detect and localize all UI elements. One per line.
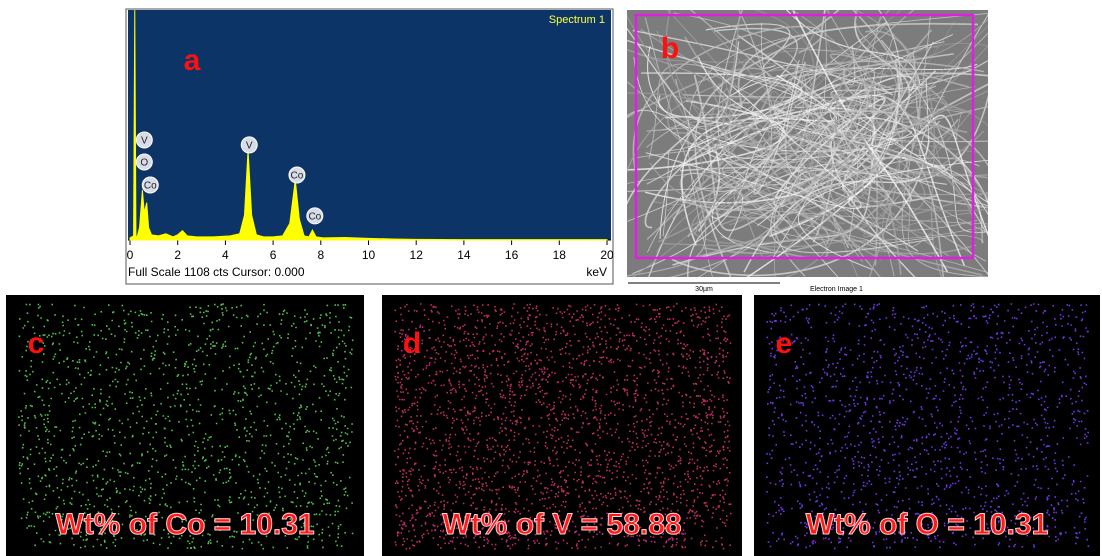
peak-label: Co <box>308 212 321 223</box>
x-tick-label: 2 <box>174 248 181 262</box>
spectrum-title: Spectrum 1 <box>549 14 605 26</box>
panel-letter: e <box>776 327 793 360</box>
x-tick-label: 18 <box>553 248 567 262</box>
x-tick-label: 16 <box>505 248 519 262</box>
map-caption: Wt% of Co = 10.31 <box>55 508 314 541</box>
x-tick-label: 20 <box>600 248 614 262</box>
x-tick-label: 6 <box>270 248 277 262</box>
scale-label: 30µm <box>695 286 713 293</box>
figure: Spectrum 1 a keV Full Scale 1108 cts Cur… <box>0 0 1102 556</box>
map-caption: Wt% of V = 58.88 <box>442 508 681 541</box>
x-tick-label: 10 <box>362 248 376 262</box>
panel-letter: a <box>184 44 201 77</box>
peak-label: V <box>246 141 253 152</box>
peak-label: Co <box>291 171 304 182</box>
maps: c Wt% of Co = 10.31 d Wt% of V = 58.88 e Wt% … <box>6 295 1100 556</box>
panel-letter: c <box>28 327 45 360</box>
x-tick-label: 12 <box>410 248 424 262</box>
peak-label: V <box>141 136 148 147</box>
panel-letter: d <box>403 327 421 360</box>
x-tick-label: 0 <box>127 248 134 262</box>
panel-letter: b <box>661 32 679 65</box>
peak-label: O <box>140 158 148 169</box>
x-tick-label: 8 <box>317 248 324 262</box>
x-tick-label: 14 <box>457 248 471 262</box>
footer: Full Scale 1108 cts Cursor: 0.000 <box>128 265 305 279</box>
x-tick-label: 4 <box>222 248 229 262</box>
peak-label: Co <box>144 181 157 192</box>
map-caption: Wt% of O = 10.31 <box>806 508 1049 541</box>
spectrum-plot-area <box>128 10 611 240</box>
image-caption: Electron Image 1 <box>810 286 863 293</box>
x-axis-label: keV <box>586 265 607 279</box>
